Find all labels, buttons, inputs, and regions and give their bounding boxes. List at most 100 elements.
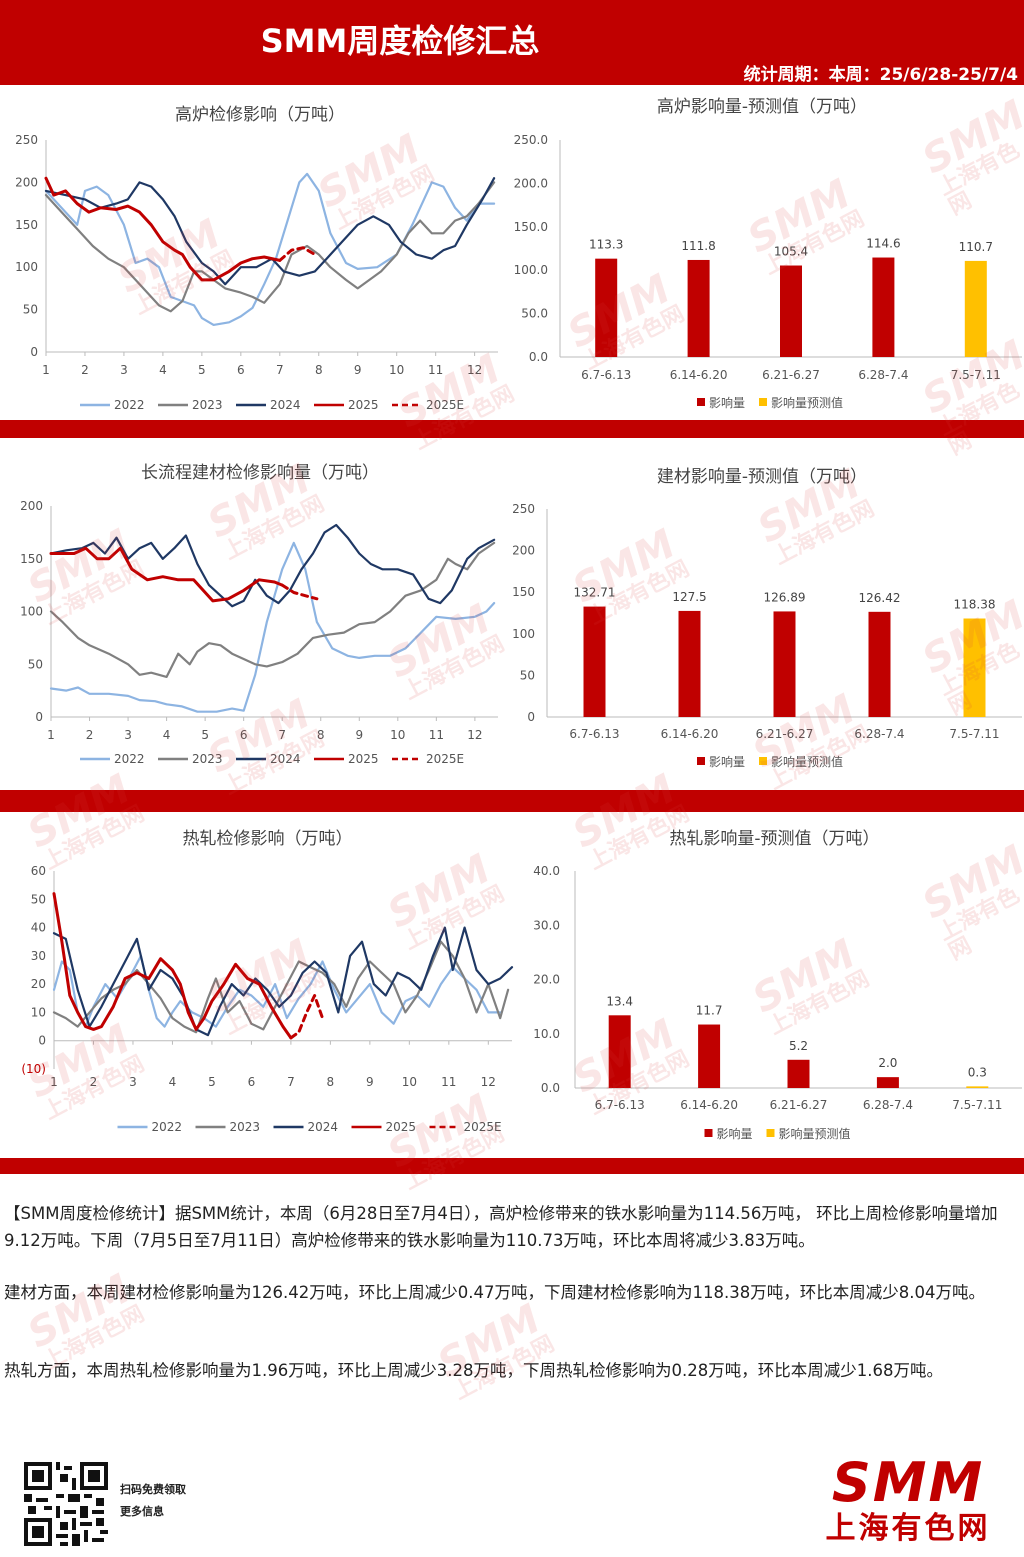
y-tick-label: 50 — [23, 303, 38, 317]
bar — [876, 1077, 899, 1088]
legend-label: 影响量预测值 — [771, 754, 843, 769]
y-tick-label: 250.0 — [514, 133, 548, 147]
y-tick-label: 0 — [30, 345, 38, 359]
building-material-bar-chart: 建材影响量-预测值（万吨） 0 50 100 150 200 250 132.71 6.7-6.… — [512, 467, 1022, 769]
page-title: SMM周度检修汇总 — [260, 22, 540, 60]
chart-title: 热轧检修影响（万吨） — [183, 829, 353, 849]
x-tick-label: 12 — [467, 363, 482, 377]
x-tick-label: 6.7-6.13 — [569, 727, 619, 741]
section-divider-1 — [0, 420, 1024, 438]
qr-code-icon[interactable] — [24, 1462, 108, 1546]
y-tick-label: 200 — [15, 175, 38, 189]
data-label: 127.5 — [672, 590, 706, 604]
qr-caption-line2: 更多信息 — [120, 1505, 164, 1518]
x-tick-label: 9 — [355, 728, 363, 742]
x-tick-label: 11 — [429, 728, 444, 742]
data-label: 11.7 — [696, 1004, 723, 1018]
legend-label: 2025E — [464, 1120, 502, 1134]
x-tick-label: 10 — [402, 1075, 417, 1089]
x-tick-label: 6 — [237, 363, 245, 377]
hot-rolled-bar-chart: 热轧影响量-预测值（万吨） 0.0 10.0 20.0 30.0 40.0 13.4 6.7-… — [533, 829, 1022, 1141]
x-tick-label: 3 — [129, 1075, 137, 1089]
x-tick-label: 9 — [366, 1075, 374, 1089]
y-tick-label: 30.0 — [533, 918, 560, 932]
x-tick-label: 8 — [317, 728, 325, 742]
legend-label: 2023 — [192, 752, 223, 766]
data-label: 5.2 — [789, 1039, 808, 1053]
y-tick-label: 150 — [15, 218, 38, 232]
x-tick-label: 6.7-6.13 — [581, 368, 631, 382]
legend-label: 影响量 — [717, 1126, 753, 1141]
x-tick-label: 4 — [169, 1075, 177, 1089]
legend-label: 2025E — [426, 752, 464, 766]
series-line-2025E — [280, 583, 319, 601]
bar — [787, 1059, 810, 1088]
bar — [595, 258, 618, 357]
y-tick-label: 40 — [31, 921, 46, 935]
chart-title: 建材影响量-预测值（万吨） — [657, 467, 867, 487]
series-line-2025 — [44, 176, 282, 282]
y-tick-label: 150 — [512, 585, 535, 599]
period-label: 统计周期：本周：25/6/28-25/7/4 — [743, 65, 1018, 85]
y-tick-label: 30 — [31, 949, 46, 963]
y-tick-label: 100 — [15, 260, 38, 274]
section-divider-2 — [0, 790, 1024, 812]
title-banner: SMM周度检修汇总 统计周期：本周：25/6/28-25/7/4 — [0, 0, 1024, 85]
bar — [966, 1086, 989, 1088]
x-tick-label: 6.14-6.20 — [680, 1098, 738, 1112]
legend-swatch — [766, 1129, 775, 1137]
data-label: 113.3 — [589, 238, 623, 252]
x-tick-label: 6.28-7.4 — [858, 368, 908, 382]
y-tick-label: 150.0 — [514, 220, 548, 234]
series-line-2023 — [44, 181, 496, 313]
y-tick-label: 50 — [28, 657, 43, 671]
y-tick-label: 20.0 — [533, 973, 560, 987]
legend-label: 影响量预测值 — [779, 1126, 851, 1141]
series-line-2022 — [49, 541, 496, 713]
x-tick-label: 2 — [81, 363, 89, 377]
x-tick-label: 5 — [208, 1075, 216, 1089]
x-tick-label: 6 — [248, 1075, 256, 1089]
x-tick-label: 1 — [42, 363, 50, 377]
qr-caption-line1: 扫码免费领取 — [120, 1483, 186, 1496]
x-tick-label: 9 — [354, 363, 362, 377]
y-tick-label: (10) — [21, 1062, 46, 1076]
bar — [780, 265, 802, 357]
legend-label: 影响量 — [709, 754, 745, 769]
chart-title: 高炉影响量-预测值（万吨） — [657, 97, 867, 117]
bar — [687, 259, 710, 357]
legend-label: 2022 — [152, 1120, 183, 1134]
legend-label: 影响量 — [709, 395, 745, 410]
x-tick-label: 6.21-6.27 — [762, 368, 820, 382]
series-line-2025E — [289, 994, 324, 1040]
y-tick-label: 60 — [31, 864, 46, 878]
chart-title: 高炉检修影响（万吨） — [175, 105, 345, 125]
data-label: 132.71 — [574, 586, 616, 600]
bar — [963, 618, 986, 717]
section-divider-3 — [0, 1158, 1024, 1174]
data-label: 105.4 — [774, 245, 808, 259]
series-line-2022 — [44, 172, 496, 326]
x-tick-label: 4 — [163, 728, 171, 742]
legend-label: 2025E — [426, 398, 464, 412]
x-tick-label: 1 — [50, 1075, 58, 1089]
x-tick-label: 12 — [481, 1075, 496, 1089]
x-tick-label: 6.28-7.4 — [854, 727, 904, 741]
x-tick-label: 1 — [47, 728, 55, 742]
x-tick-label: 6.21-6.27 — [770, 1098, 828, 1112]
x-tick-label: 7.5-7.11 — [949, 727, 999, 741]
y-tick-label: 0.0 — [541, 1081, 560, 1095]
x-tick-label: 7 — [287, 1075, 295, 1089]
y-tick-label: 40.0 — [533, 864, 560, 878]
x-tick-label: 5 — [198, 363, 206, 377]
x-tick-label: 6.28-7.4 — [863, 1098, 913, 1112]
y-tick-label: 200 — [20, 499, 43, 513]
x-tick-label: 7.5-7.11 — [952, 1098, 1002, 1112]
data-label: 111.8 — [681, 239, 715, 253]
legend-label: 影响量预测值 — [771, 395, 843, 410]
x-tick-label: 3 — [124, 728, 132, 742]
y-tick-label: 50 — [31, 892, 46, 906]
legend-label: 2023 — [230, 1120, 261, 1134]
